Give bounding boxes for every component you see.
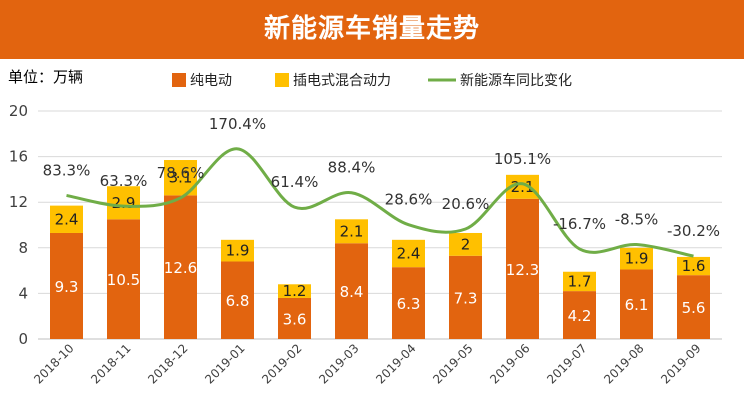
bar-phev xyxy=(335,219,368,244)
x-tick-label: 2019-07 xyxy=(544,341,589,386)
x-tick-label: 2019-03 xyxy=(316,341,361,386)
y-tick-label: 12 xyxy=(9,193,28,211)
bar-bev xyxy=(563,291,596,339)
data-label-phev: 1.7 xyxy=(568,272,592,290)
data-label-phev: 2 xyxy=(461,235,471,253)
x-tick-label: 2018-10 xyxy=(31,341,76,386)
yoy-data-label: 20.6% xyxy=(442,195,490,213)
data-label-phev: 2.4 xyxy=(397,245,421,263)
y-tick-label: 8 xyxy=(18,239,28,257)
x-tick-label: 2018-11 xyxy=(88,341,133,386)
data-label-phev: 2.9 xyxy=(112,194,136,212)
legend-label-line: 新能源车同比变化 xyxy=(460,72,572,89)
data-label-bev: 6.3 xyxy=(397,295,421,313)
data-label-bev: 4.2 xyxy=(568,307,592,325)
data-label-phev: 2.1 xyxy=(511,178,535,196)
bar-bev xyxy=(449,255,482,339)
grid-lines xyxy=(38,110,722,340)
bar-bev xyxy=(50,232,83,339)
bar-phev xyxy=(107,186,140,220)
data-label-bev: 5.6 xyxy=(682,299,706,317)
y-tick-label: 20 xyxy=(9,102,28,120)
x-tick-label: 2019-01 xyxy=(202,341,247,386)
yoy-data-label: -16.7% xyxy=(553,215,606,233)
legend: 纯电动 插电式混合动力 新能源车同比变化 xyxy=(172,72,572,89)
data-label-bev: 12.6 xyxy=(164,259,197,277)
legend-swatch-phev xyxy=(275,73,289,87)
data-label-bev: 8.4 xyxy=(340,283,364,301)
unit-label: 单位：万辆 xyxy=(8,68,84,86)
bar-phev xyxy=(50,205,83,233)
bar-phev xyxy=(506,174,539,199)
data-label-phev: 1.9 xyxy=(625,250,649,268)
x-axis: 2018-10 2018-11 2018-12 2019-01 2019-02 2019-… xyxy=(31,341,703,386)
x-tick-label: 2019-04 xyxy=(373,341,418,386)
yoy-data-label: 88.4% xyxy=(328,159,376,177)
x-tick-label: 2019-06 xyxy=(487,341,532,386)
legend-swatch-bev xyxy=(172,73,186,87)
data-label-bev: 12.3 xyxy=(506,261,539,279)
data-label-bev: 6.8 xyxy=(226,292,250,310)
bar-bev xyxy=(620,269,653,339)
data-label-bev: 3.6 xyxy=(283,310,307,328)
yoy-data-label: 105.1% xyxy=(494,150,551,168)
bar-bev xyxy=(107,219,140,339)
yoy-data-label: 83.3% xyxy=(43,161,91,179)
bar-phev xyxy=(278,284,311,298)
bar-bev xyxy=(278,297,311,339)
bar-series: 9.3 2.4 10.5 2.9 12.6 3.1 6.8 1.9 3.6 1.2 8.4 2.1 6.… xyxy=(50,160,710,339)
bar-bev xyxy=(392,267,425,339)
bar-bev xyxy=(164,195,197,339)
y-axis: 0 4 8 12 16 20 xyxy=(9,102,28,348)
x-tick-label: 2019-05 xyxy=(430,341,475,386)
bar-bev xyxy=(506,198,539,339)
bar-phev xyxy=(677,256,710,276)
bar-bev xyxy=(221,261,254,339)
yoy-data-label: 78.6% xyxy=(157,164,205,182)
data-label-phev: 2.1 xyxy=(340,222,364,240)
data-label-phev: 2.4 xyxy=(55,210,79,228)
data-label-phev: 1.6 xyxy=(682,257,706,275)
yoy-data-label: -8.5% xyxy=(615,211,659,229)
data-label-bev: 10.5 xyxy=(107,271,140,289)
bar-phev xyxy=(563,271,596,292)
data-label-phev: 1.2 xyxy=(283,282,307,300)
legend-label-bev: 纯电动 xyxy=(190,73,232,89)
bar-phev xyxy=(392,239,425,268)
x-tick-label: 2019-08 xyxy=(601,341,646,386)
yoy-data-label: 63.3% xyxy=(100,172,148,190)
bar-bev xyxy=(677,275,710,339)
bar-bev xyxy=(335,243,368,339)
bar-phev xyxy=(221,239,254,262)
yoy-data-label: 170.4% xyxy=(209,115,266,133)
bar-phev xyxy=(449,232,482,256)
y-tick-label: 16 xyxy=(9,148,28,166)
yoy-data-label: 28.6% xyxy=(385,191,433,209)
data-label-bev: 7.3 xyxy=(454,289,478,307)
data-label-bev: 6.1 xyxy=(625,296,649,314)
data-label-phev: 1.9 xyxy=(226,242,250,260)
x-tick-label: 2019-02 xyxy=(259,341,304,386)
title-banner xyxy=(0,0,744,59)
yoy-data-label: 61.4% xyxy=(271,173,319,191)
legend-label-phev: 插电式混合动力 xyxy=(293,73,391,89)
data-label-phev: 3.1 xyxy=(169,169,193,187)
chart-title: 新能源车销量走势 xyxy=(263,14,480,44)
x-tick-label: 2018-12 xyxy=(145,341,190,386)
data-label-bev: 9.3 xyxy=(55,278,79,296)
yoy-data-label: -30.2% xyxy=(667,222,720,240)
bar-phev xyxy=(620,247,653,270)
yoy-line-path xyxy=(66,147,694,258)
x-tick-label: 2019-09 xyxy=(658,341,703,386)
y-tick-label: 4 xyxy=(18,284,28,302)
yoy-line: 83.3% 63.3% 78.6% 170.4% 61.4% 88.4% 28.6% 20.6… xyxy=(43,115,720,258)
y-tick-label: 0 xyxy=(18,330,28,348)
